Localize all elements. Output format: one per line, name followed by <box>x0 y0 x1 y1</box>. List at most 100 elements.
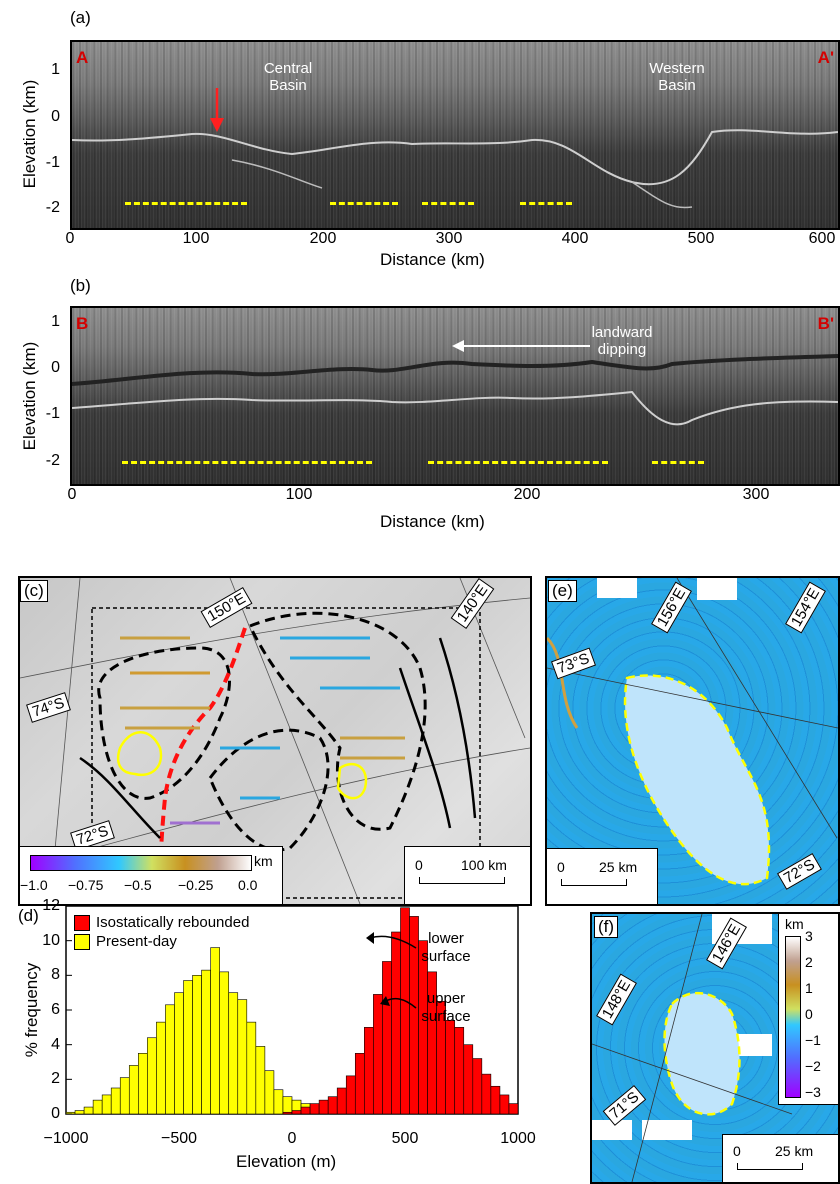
panel-d-label: (d) <box>18 906 39 925</box>
panel-a-ytick: -2 <box>45 199 60 216</box>
scalebar-f-tick: 25 km <box>775 1143 814 1159</box>
map-f-scalebar: 0 25 km <box>722 1134 838 1182</box>
colorbar-c-gradient <box>30 855 252 871</box>
map-c-scalebar: 0 100 km <box>404 846 530 904</box>
marker-a-end: A' <box>817 48 834 67</box>
colorbar-c-tick: −0.25 <box>178 877 214 893</box>
histogram-bar <box>336 1087 347 1115</box>
panel-a-ylabel: Elevation (km) <box>20 79 39 189</box>
histogram-bar <box>481 1073 492 1115</box>
colorbar-c-tick: 0.0 <box>238 877 258 893</box>
white-arrow-icon <box>452 340 590 352</box>
histogram-bar <box>237 999 248 1115</box>
legend-swatch-rebounded <box>74 914 90 931</box>
panel-d-xtick: 500 <box>391 1130 419 1147</box>
map-e-scalebar: 0 25 km <box>547 848 658 904</box>
histogram-bar <box>101 1094 112 1115</box>
panel-a-xtick: 500 <box>687 230 715 247</box>
histogram-bar <box>183 980 193 1115</box>
colorbar-f-tick: 1 <box>805 980 813 996</box>
panel-e-label: (e) <box>548 580 577 602</box>
marker-a-start: A <box>76 48 89 67</box>
panel-b-label: (b) <box>70 276 91 295</box>
legend-present: Present-day <box>96 933 177 950</box>
panel-a-xtick: 200 <box>309 230 337 247</box>
panel-b-ytick: -2 <box>45 452 60 469</box>
histogram-bar <box>282 1096 293 1115</box>
histogram-bar <box>201 969 211 1115</box>
map-f-graphics <box>592 914 793 1182</box>
scalebar-e-tick: 0 <box>557 859 565 875</box>
colorbar-f-tick: 3 <box>805 928 813 944</box>
colorbar-f-tick: −3 <box>805 1084 821 1100</box>
histogram-bar <box>147 1037 157 1115</box>
histogram-bar <box>508 1103 519 1115</box>
panel-d-xtick: 0 <box>287 1130 297 1147</box>
panel-a-label: (a) <box>70 8 91 27</box>
histogram-bar <box>165 1004 175 1115</box>
panel-b-ytick: 1 <box>51 313 60 330</box>
histogram-bar <box>228 992 239 1115</box>
histogram-bar <box>246 1021 257 1115</box>
histogram-bar <box>273 1089 284 1115</box>
histogram-bar <box>128 1065 139 1115</box>
map-c-colorbar: km −1.0 −0.75 −0.5 −0.25 0.0 <box>20 846 283 904</box>
panel-b-xtick: 300 <box>742 486 770 503</box>
panel-f-label: (f) <box>594 916 619 938</box>
annot-central-basin: Central Basin <box>263 60 313 94</box>
panel-a-ytick: -1 <box>45 154 60 171</box>
yellow-dash-b3 <box>652 461 704 464</box>
yellow-dash-b1 <box>122 461 372 464</box>
annot-upper-surface: upper surface <box>421 990 471 1025</box>
panel-a-xtick: 100 <box>182 230 210 247</box>
panel-b-ytick: 0 <box>51 359 60 376</box>
panel-d-ytick: 0 <box>51 1105 60 1122</box>
radargram-a: A A' Central Basin Western Basin <box>70 40 840 230</box>
annot-lower-surface: lower surface <box>421 930 471 965</box>
panel-c-label: (c) <box>20 580 48 602</box>
colorbar-c-tick: −1.0 <box>20 877 48 893</box>
legend-swatch-present <box>74 933 90 950</box>
radargram-b-layers <box>72 354 838 426</box>
panel-a-ytick: 1 <box>51 61 60 78</box>
panel-b-xlabel: Distance (km) <box>380 512 485 531</box>
histogram-bar <box>192 975 202 1115</box>
scalebar-e-tick: 25 km <box>599 859 638 875</box>
histogram-bar <box>92 1099 103 1115</box>
colorbar-f-tick: 2 <box>805 954 813 970</box>
panel-d-ytick: 10 <box>42 931 60 949</box>
colorbar-f-tick: −2 <box>805 1058 821 1074</box>
scalebar-f-bar <box>737 1163 803 1170</box>
map-c: 150°E 140°E 74°S 72°S km −1.0 −0.75 −0.5… <box>18 576 532 906</box>
histogram-bar <box>219 971 230 1115</box>
radargram-a-layers <box>72 129 838 209</box>
colorbar-f-unit: km <box>785 916 804 932</box>
colorbar-f-gradient <box>785 936 801 1098</box>
marker-b-end: B' <box>817 314 834 333</box>
panel-d-ytick: 2 <box>51 1070 60 1088</box>
annot-landward-dipping: landward dipping <box>591 324 653 358</box>
hist-legend: Isostatically rebounded Present-day <box>74 914 249 950</box>
panel-d-xtick: −1000 <box>43 1130 89 1147</box>
scalebar-c-tick: 0 <box>415 857 423 873</box>
histogram-bar <box>327 1096 338 1115</box>
panel-a-xtick: 300 <box>435 230 463 247</box>
histogram-bar <box>354 1053 365 1115</box>
histogram-bar <box>490 1085 501 1115</box>
panel-a-xtick: 600 <box>808 230 836 247</box>
histogram-bar <box>264 1070 275 1115</box>
map-e: 156°E 154°E 73°S 72°S 0 25 km <box>545 576 840 906</box>
colorbar-c-tick: −0.5 <box>124 877 152 893</box>
marker-b-start: B <box>76 314 89 333</box>
histogram-bar <box>499 1094 510 1115</box>
scalebar-c-tick: 100 km <box>461 857 507 873</box>
yellow-dash-a1 <box>125 202 247 205</box>
panel-a-xlabel: Distance (km) <box>380 250 485 269</box>
histogram-bar <box>318 1099 329 1115</box>
yellow-dash-a3 <box>422 202 474 205</box>
panel-a-xtick: 400 <box>561 230 589 247</box>
panel-d-xlabel: Elevation (m) <box>236 1152 337 1171</box>
panel-d-ytick: 6 <box>51 1001 60 1018</box>
red-arrow-icon <box>210 88 224 132</box>
panel-b-xtick: 100 <box>285 486 313 503</box>
